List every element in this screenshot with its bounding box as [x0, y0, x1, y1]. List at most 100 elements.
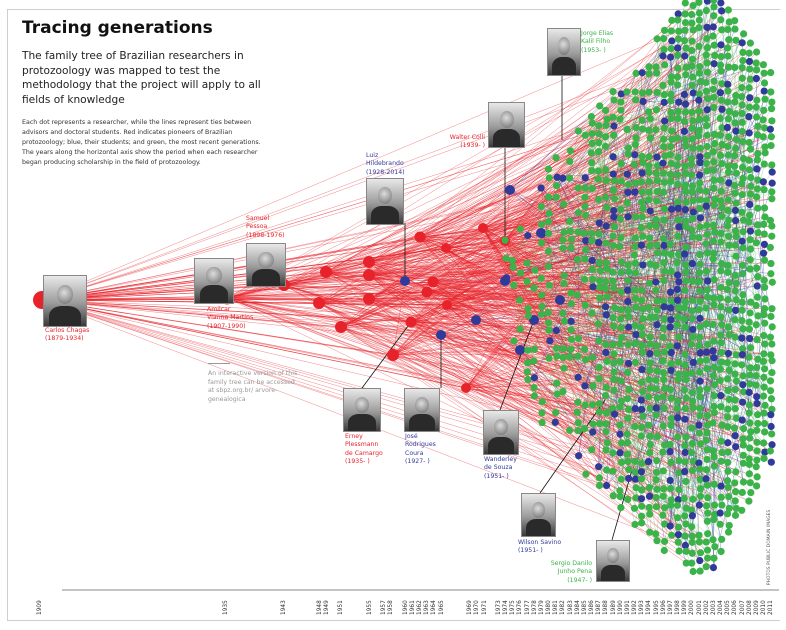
researcher-dot-recent[interactable]	[675, 358, 683, 366]
researcher-dot-recent[interactable]	[646, 432, 654, 440]
researcher-dot-recent[interactable]	[567, 289, 575, 297]
researcher-dot-pioneers[interactable]	[320, 266, 332, 278]
researcher-dot-recent[interactable]	[731, 151, 739, 160]
researcher-dot-recent[interactable]	[710, 0, 718, 4]
researcher-dot-recent[interactable]	[602, 176, 610, 185]
researcher-dot-recent[interactable]	[746, 444, 754, 452]
researcher-dot-recent[interactable]	[632, 96, 640, 104]
researcher-dot-students[interactable]	[546, 337, 554, 345]
researcher-dot-recent[interactable]	[724, 467, 732, 475]
researcher-dot-recent[interactable]	[695, 269, 704, 277]
researcher-dot-recent[interactable]	[703, 34, 711, 43]
researcher-dot-recent[interactable]	[731, 271, 739, 280]
researcher-dot-recent[interactable]	[710, 166, 718, 174]
researcher-dot-recent[interactable]	[731, 189, 739, 197]
researcher-dot-recent[interactable]	[616, 421, 624, 429]
researcher-dot-recent[interactable]	[717, 437, 725, 445]
researcher-dot-recent[interactable]	[760, 383, 768, 391]
researcher-dot-students[interactable]	[652, 278, 660, 286]
researcher-dot-recent[interactable]	[739, 138, 747, 146]
researcher-dot-recent[interactable]	[753, 447, 761, 455]
researcher-dot-recent[interactable]	[688, 424, 696, 432]
researcher-dot-recent[interactable]	[717, 238, 725, 246]
researcher-dot-students[interactable]	[696, 158, 704, 167]
researcher-dot-recent[interactable]	[695, 126, 703, 134]
researcher-dot-recent[interactable]	[680, 386, 688, 394]
researcher-dot-recent[interactable]	[625, 268, 633, 276]
researcher-dot-recent[interactable]	[595, 363, 603, 371]
researcher-dot-recent[interactable]	[682, 223, 690, 231]
researcher-dot-recent[interactable]	[594, 175, 602, 183]
researcher-dot-students[interactable]	[638, 365, 646, 374]
researcher-dot-students[interactable]	[689, 89, 697, 97]
researcher-dot-recent[interactable]	[602, 446, 610, 454]
researcher-dot-students[interactable]	[696, 377, 704, 385]
researcher-dot-recent[interactable]	[682, 63, 690, 71]
researcher-dot-recent[interactable]	[601, 391, 610, 400]
researcher-dot-students[interactable]	[637, 468, 646, 476]
researcher-dot-recent[interactable]	[739, 163, 747, 171]
researcher-dot-recent[interactable]	[747, 428, 755, 436]
researcher-dot-recent[interactable]	[725, 63, 733, 71]
researcher-dot-recent[interactable]	[731, 479, 739, 487]
researcher-dot-recent[interactable]	[746, 65, 754, 73]
researcher-dot-recent[interactable]	[610, 368, 618, 376]
researcher-dot-recent[interactable]	[566, 227, 575, 235]
researcher-dot-recent[interactable]	[617, 268, 625, 277]
researcher-dot-recent[interactable]	[659, 422, 667, 430]
researcher-dot-recent[interactable]	[696, 250, 704, 259]
researcher-dot-recent[interactable]	[681, 181, 689, 189]
researcher-dot-recent[interactable]	[602, 383, 610, 391]
researcher-dot-recent[interactable]	[595, 148, 603, 156]
researcher-dot-recent[interactable]	[616, 487, 624, 495]
researcher-dot-recent[interactable]	[709, 372, 717, 380]
researcher-dot-recent[interactable]	[617, 397, 626, 405]
researcher-dot-recent[interactable]	[645, 304, 653, 312]
researcher-dot-recent[interactable]	[588, 236, 596, 245]
researcher-dot-recent[interactable]	[724, 168, 733, 176]
researcher-dot-recent[interactable]	[710, 337, 718, 345]
researcher-dot-recent[interactable]	[746, 190, 755, 198]
researcher-dot-recent[interactable]	[747, 298, 755, 306]
researcher-dot-recent[interactable]	[739, 441, 747, 449]
researcher-dot-recent[interactable]	[752, 301, 760, 310]
researcher-dot-recent[interactable]	[573, 291, 581, 299]
researcher-dot-recent[interactable]	[731, 287, 739, 295]
researcher-dot-recent[interactable]	[747, 344, 755, 352]
researcher-dot-recent[interactable]	[732, 91, 740, 100]
researcher-dot-students[interactable]	[738, 334, 746, 342]
researcher-dot-recent[interactable]	[545, 354, 553, 362]
researcher-dot-students[interactable]	[768, 441, 776, 449]
researcher-dot-recent[interactable]	[595, 130, 603, 138]
researcher-dot-students[interactable]	[673, 271, 682, 279]
researcher-dot-recent[interactable]	[667, 394, 675, 402]
researcher-dot-students[interactable]	[681, 541, 690, 549]
researcher-dot-recent[interactable]	[653, 249, 662, 257]
researcher-dot-recent[interactable]	[745, 49, 753, 57]
researcher-dot-students[interactable]	[595, 463, 603, 471]
researcher-dot-recent[interactable]	[589, 353, 597, 361]
researcher-dot-recent[interactable]	[716, 151, 725, 159]
researcher-dot-recent[interactable]	[653, 297, 661, 305]
researcher-dot-recent[interactable]	[668, 127, 676, 135]
researcher-dot-recent[interactable]	[689, 277, 697, 285]
researcher-dot-students[interactable]	[718, 7, 726, 15]
researcher-dot-students[interactable]	[552, 326, 560, 335]
researcher-dot-recent[interactable]	[573, 255, 581, 264]
researcher-dot-students[interactable]	[666, 323, 674, 331]
researcher-dot-recent[interactable]	[724, 483, 732, 492]
researcher-dot-recent[interactable]	[673, 501, 682, 509]
researcher-dot-recent[interactable]	[761, 149, 769, 157]
researcher-dot-recent[interactable]	[718, 159, 726, 168]
researcher-dot-recent[interactable]	[653, 187, 661, 196]
researcher-dot-recent[interactable]	[702, 538, 710, 546]
researcher-dot-recent[interactable]	[730, 424, 739, 432]
researcher-dot-recent[interactable]	[660, 375, 668, 384]
researcher-dot-recent[interactable]	[702, 6, 710, 15]
researcher-dot-recent[interactable]	[688, 55, 697, 63]
researcher-dot-recent[interactable]	[616, 403, 624, 411]
researcher-dot-recent[interactable]	[739, 388, 748, 396]
researcher-dot-recent[interactable]	[538, 409, 546, 417]
researcher-dot-recent[interactable]	[766, 447, 774, 455]
researcher-dot-recent[interactable]	[732, 199, 740, 207]
